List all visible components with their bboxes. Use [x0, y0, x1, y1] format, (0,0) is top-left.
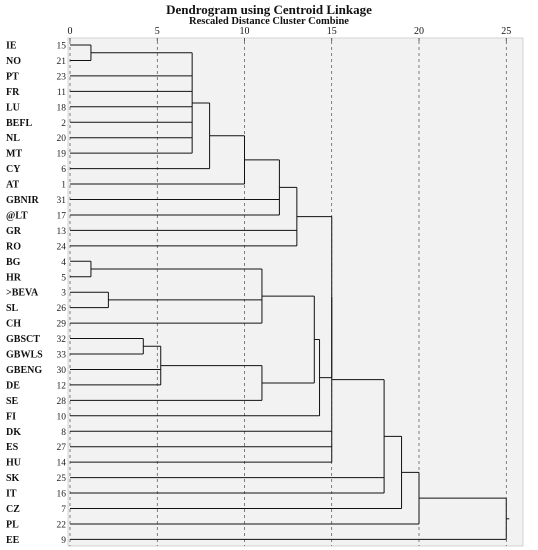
leaf-label: NL: [6, 133, 20, 144]
leaf-label: SE: [6, 396, 19, 407]
x-tick-label: 0: [68, 26, 73, 37]
leaf-label: ES: [6, 442, 19, 453]
x-tick-label: 10: [240, 26, 250, 37]
leaf-case-number: 22: [57, 520, 67, 530]
leaf-case-number: 20: [57, 134, 67, 144]
leaf-label: CZ: [6, 504, 20, 515]
leaf-label: GR: [6, 226, 22, 237]
chart-subtitle: Rescaled Distance Cluster Combine: [189, 16, 349, 27]
leaf-case-number: 16: [57, 490, 67, 500]
leaf-case-number: 19: [57, 150, 67, 160]
leaf-case-number: 28: [57, 397, 67, 407]
leaf-label: NO: [6, 56, 21, 67]
leaf-label: SK: [6, 473, 20, 484]
x-tick-label: 25: [501, 26, 511, 37]
leaf-label: FI: [6, 411, 16, 422]
leaf-label: @LT: [6, 210, 28, 221]
leaf-label: IE: [6, 41, 17, 52]
leaf-label: HR: [6, 272, 22, 283]
leaf-label: PL: [6, 519, 19, 530]
leaf-case-number: 18: [57, 103, 67, 113]
leaf-case-number: 11: [57, 88, 66, 98]
leaf-label: DE: [6, 380, 20, 391]
leaf-case-number: 2: [61, 119, 66, 129]
leaf-case-number: 7: [61, 505, 66, 515]
leaf-case-number: 8: [61, 428, 66, 438]
leaf-case-number: 17: [57, 211, 67, 221]
leaf-case-number: 10: [57, 412, 67, 422]
leaf-label: IT: [6, 489, 17, 500]
leaf-case-number: 30: [57, 366, 67, 376]
leaf-case-number: 6: [61, 165, 66, 175]
leaf-case-number: 29: [57, 320, 67, 330]
leaf-label: BEFL: [6, 118, 32, 129]
plot-background: [67, 37, 524, 547]
leaf-case-number: 12: [57, 381, 67, 391]
leaf-label: HU: [6, 458, 21, 469]
leaf-case-number: 14: [57, 459, 67, 469]
leaf-case-number: 4: [61, 258, 66, 268]
x-tick-label: 15: [327, 26, 337, 37]
leaf-label: >BEVA: [6, 288, 39, 299]
leaf-label: GBENG: [6, 365, 42, 376]
chart-title: Dendrogram using Centroid Linkage: [166, 2, 372, 17]
leaf-case-number: 32: [57, 335, 67, 345]
leaf-case-number: 31: [57, 196, 67, 206]
x-tick-label: 20: [414, 26, 424, 37]
x-tick-label: 5: [155, 26, 160, 37]
leaf-label: GBNIR: [6, 195, 40, 206]
leaf-case-number: 27: [57, 443, 67, 453]
leaf-label: SL: [6, 303, 19, 314]
leaf-label: CY: [6, 164, 21, 175]
leaf-case-number: 1: [61, 181, 66, 191]
leaf-case-number: 33: [57, 351, 67, 361]
leaf-label: DK: [6, 427, 21, 438]
leaf-label: LU: [6, 102, 20, 113]
leaf-label: RO: [6, 241, 21, 252]
leaf-label: MT: [6, 149, 22, 160]
leaf-label: CH: [6, 319, 21, 330]
leaf-case-number: 23: [57, 72, 67, 82]
leaf-case-number: 13: [57, 227, 67, 237]
leaf-label: PT: [6, 71, 19, 82]
leaf-label: BG: [6, 257, 21, 268]
leaf-label: FR: [6, 87, 20, 98]
leaf-case-number: 5: [61, 273, 66, 283]
leaf-case-number: 9: [61, 536, 66, 546]
leaf-case-number: 15: [57, 42, 67, 52]
leaf-label: GBWLS: [6, 350, 43, 361]
leaf-case-number: 21: [57, 57, 67, 67]
leaf-case-number: 24: [57, 242, 67, 252]
leaf-case-number: 25: [57, 474, 67, 484]
leaf-label: EE: [6, 535, 20, 546]
leaf-label: GBSCT: [6, 334, 40, 345]
leaf-case-number: 26: [57, 304, 67, 314]
leaf-label: AT: [6, 180, 19, 191]
leaf-case-number: 3: [61, 289, 66, 299]
